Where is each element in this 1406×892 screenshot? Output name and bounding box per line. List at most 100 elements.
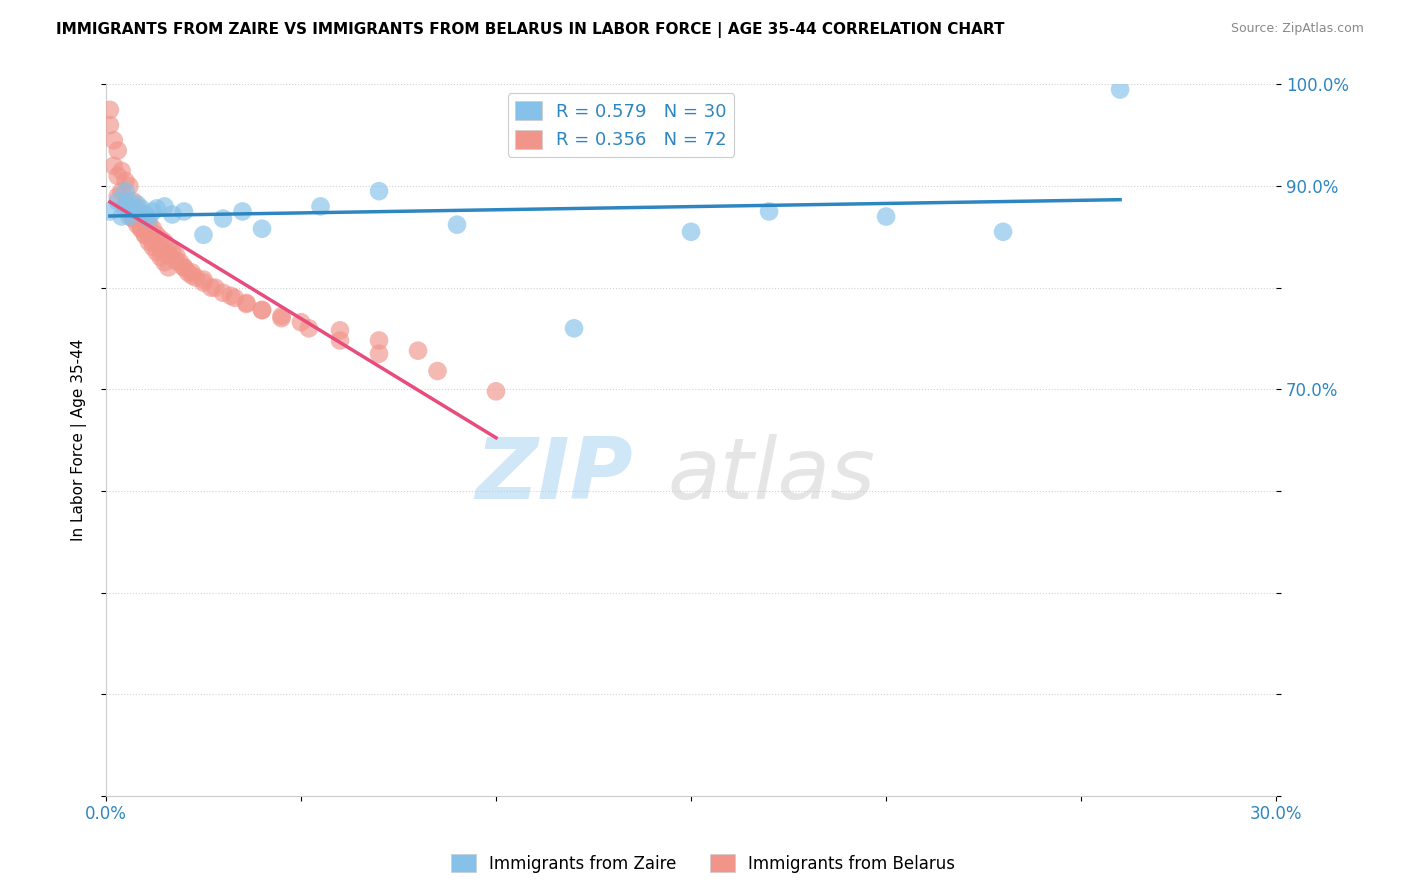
Point <box>134 207 156 221</box>
Point <box>157 240 180 254</box>
Point <box>129 221 152 235</box>
Point <box>107 189 129 203</box>
Point <box>110 163 132 178</box>
Point <box>145 202 167 216</box>
Point <box>875 210 897 224</box>
Point <box>118 194 141 209</box>
Text: Source: ZipAtlas.com: Source: ZipAtlas.com <box>1230 22 1364 36</box>
Point <box>114 197 136 211</box>
Point <box>679 225 702 239</box>
Point <box>235 297 257 311</box>
Point <box>250 303 273 318</box>
Point <box>270 311 292 326</box>
Point <box>212 285 235 300</box>
Legend: Immigrants from Zaire, Immigrants from Belarus: Immigrants from Zaire, Immigrants from B… <box>444 847 962 880</box>
Point <box>180 268 202 283</box>
Point <box>180 265 202 279</box>
Point <box>107 144 129 158</box>
Point <box>446 218 468 232</box>
Point <box>193 227 215 242</box>
Point <box>162 207 184 221</box>
Point <box>204 281 226 295</box>
Point <box>270 309 292 323</box>
Point <box>122 211 145 226</box>
Text: IMMIGRANTS FROM ZAIRE VS IMMIGRANTS FROM BELARUS IN LABOR FORCE | AGE 35-44 CORR: IMMIGRANTS FROM ZAIRE VS IMMIGRANTS FROM… <box>56 22 1005 38</box>
Point <box>235 296 257 310</box>
Point <box>103 133 125 147</box>
Point <box>118 179 141 194</box>
Point <box>250 303 273 318</box>
Point <box>122 211 145 226</box>
Point <box>107 194 129 209</box>
Point <box>184 270 207 285</box>
Point <box>153 199 176 213</box>
Point <box>193 272 215 286</box>
Point <box>406 343 429 358</box>
Point <box>165 254 187 268</box>
Point <box>142 221 165 235</box>
Y-axis label: In Labor Force | Age 35-44: In Labor Force | Age 35-44 <box>72 339 87 541</box>
Point <box>138 211 160 226</box>
Point <box>142 204 165 219</box>
Point <box>107 169 129 183</box>
Point <box>118 204 141 219</box>
Point <box>426 364 449 378</box>
Point <box>129 221 152 235</box>
Point <box>134 227 156 242</box>
Point <box>193 276 215 290</box>
Point <box>200 281 222 295</box>
Point <box>129 207 152 221</box>
Point <box>485 384 508 399</box>
Legend: R = 0.579   N = 30, R = 0.356   N = 72: R = 0.579 N = 30, R = 0.356 N = 72 <box>508 94 734 157</box>
Point <box>562 321 585 335</box>
Point <box>127 218 149 232</box>
Point <box>122 204 145 219</box>
Point <box>219 289 242 303</box>
Point <box>157 248 180 262</box>
Point <box>114 174 136 188</box>
Point <box>110 210 132 224</box>
Point <box>110 184 132 198</box>
Point <box>368 347 391 361</box>
Point <box>368 184 391 198</box>
Point <box>118 210 141 224</box>
Point <box>114 202 136 216</box>
Point <box>231 204 253 219</box>
Point <box>127 197 149 211</box>
Point <box>129 202 152 216</box>
Point <box>165 248 187 262</box>
Point <box>329 323 352 337</box>
Point <box>134 211 156 226</box>
Point <box>138 218 160 232</box>
Point <box>149 250 172 264</box>
Point <box>145 227 167 242</box>
Point <box>114 184 136 198</box>
Point <box>173 260 195 275</box>
Point <box>142 235 165 249</box>
Point <box>98 204 121 219</box>
Point <box>162 245 184 260</box>
Point <box>127 202 149 216</box>
Point <box>169 255 191 269</box>
Point <box>138 235 160 249</box>
Point <box>298 321 321 335</box>
Point <box>173 260 195 275</box>
Point <box>149 242 172 256</box>
Point <box>134 227 156 242</box>
Point <box>153 255 176 269</box>
Point <box>114 199 136 213</box>
Point <box>177 265 200 279</box>
Point <box>98 103 121 117</box>
Point <box>122 194 145 209</box>
Point <box>173 204 195 219</box>
Point <box>103 159 125 173</box>
Point <box>368 334 391 348</box>
Text: atlas: atlas <box>668 434 876 517</box>
Point <box>224 291 246 305</box>
Point <box>142 240 165 254</box>
Point <box>153 235 176 249</box>
Point <box>212 211 235 226</box>
Point <box>309 199 332 213</box>
Point <box>758 204 780 219</box>
Point <box>991 225 1014 239</box>
